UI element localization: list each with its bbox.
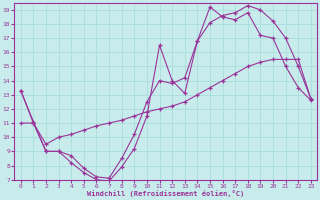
X-axis label: Windchill (Refroidissement éolien,°C): Windchill (Refroidissement éolien,°C) [87, 190, 244, 197]
